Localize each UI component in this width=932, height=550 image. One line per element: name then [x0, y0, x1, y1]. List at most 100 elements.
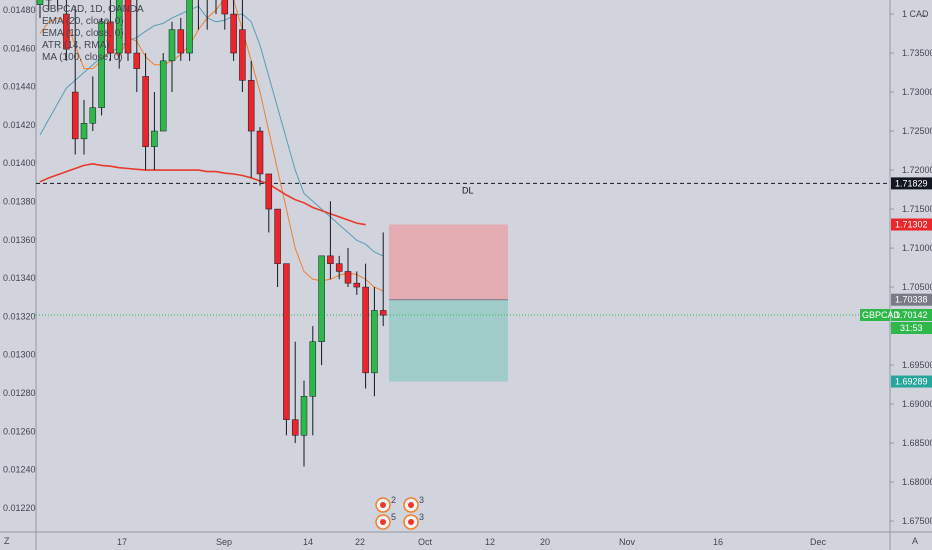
countdown-label: 31:53	[900, 323, 923, 333]
dl-price-tag-label: 1.71829	[895, 178, 928, 188]
candle-body	[247, 80, 255, 132]
candle-body	[283, 263, 290, 420]
time-axis-tick-label: 14	[303, 537, 313, 547]
time-axis-tick-label: 12	[485, 537, 495, 547]
entry-price-tag	[891, 293, 932, 306]
right-axis-tick-label: 1.71000	[902, 243, 932, 253]
candle-body	[71, 91, 79, 140]
event-flag-icon	[408, 519, 414, 525]
candle-body	[300, 396, 308, 436]
candle-body	[98, 21, 105, 108]
left-axis-tick-label: 0.01480	[3, 5, 36, 15]
right-axis-tick-label: 1 CAD	[902, 9, 929, 19]
right-axis-tick-label: 1.72000	[902, 165, 932, 175]
last-price-tag-label: 1.70142	[895, 310, 928, 320]
right-axis-tick-label: 1.72500	[902, 126, 932, 136]
candle-body	[335, 263, 343, 272]
time-axis-tick-label: 16	[713, 537, 723, 547]
left-axis-tick-label: 0.01340	[3, 273, 36, 283]
chart-legend: GBPCAD, 1D, OANDA EMA (20, close, 0) EMA…	[42, 4, 144, 64]
timezone-button[interactable]: Z	[4, 536, 10, 546]
countdown-tag	[891, 321, 932, 334]
left-axis-tick-label: 0.01420	[3, 120, 36, 130]
symbol-title: GBPCAD, 1D, OANDA	[42, 4, 144, 15]
symbol-tag-label: GBPCAD	[862, 310, 901, 320]
legend-ma100[interactable]: MA (100, close, 0)	[42, 52, 123, 63]
candle-body	[239, 29, 246, 81]
time-axis-tick-label: Nov	[619, 537, 636, 547]
time-axis-tick-label: 22	[355, 537, 365, 547]
left-axis-tick-label: 0.01300	[3, 350, 36, 360]
ma100-line	[39, 162, 366, 226]
take-profit-zone	[389, 299, 508, 382]
time-axis-tick-label: Sep	[216, 537, 232, 547]
left-axis-tick-label: 0.01320	[3, 311, 36, 321]
candle-body	[379, 310, 387, 316]
event-count-badge: 3	[419, 512, 424, 522]
candle-body	[63, 13, 70, 50]
candle-body	[221, 0, 229, 15]
candle-body	[133, 52, 141, 69]
right-axis-tick-label: 1.73000	[902, 87, 932, 97]
currency-settings-icon: ⌄	[920, 9, 928, 19]
candle-body	[256, 130, 264, 175]
event-flag-icon	[380, 502, 386, 508]
right-axis-tick-label: 1.70500	[902, 282, 932, 292]
candle-body	[177, 29, 185, 54]
candle-body	[362, 286, 369, 374]
candle-body	[344, 271, 352, 284]
event-count-badge: 3	[419, 495, 424, 505]
legend-atr[interactable]: ATR (14, RMA)	[42, 40, 110, 51]
legend-ema20[interactable]: EMA (20, close, 0)	[42, 16, 124, 27]
left-axis-tick-label: 0.01400	[3, 158, 36, 168]
right-axis-tick-label: 1.69500	[902, 360, 932, 370]
time-axis-tick-label: Oct	[418, 537, 433, 547]
candle-body	[115, 0, 123, 54]
left-axis-tick-label: 0.01440	[3, 82, 36, 92]
right-axis-tick-label: 1.71500	[902, 204, 932, 214]
candle-body	[151, 130, 158, 147]
candle-body	[327, 255, 334, 264]
time-axis-tick-label: 20	[540, 537, 550, 547]
candle-body	[142, 76, 149, 147]
target-price-tag-label: 1.69289	[895, 377, 928, 387]
last-price-tag	[891, 308, 932, 321]
stop-loss-zone	[389, 224, 508, 300]
candle-body	[107, 21, 114, 54]
left-axis-tick-label: 0.01260	[3, 426, 36, 436]
candle-body	[318, 255, 325, 342]
left-axis-tick-label: 0.01360	[3, 235, 36, 245]
event-count-badge: 5	[391, 512, 396, 522]
auto-scale-button[interactable]: A	[912, 536, 919, 546]
event-count-badge: 2	[391, 495, 396, 505]
left-axis-tick-label: 0.01280	[3, 388, 36, 398]
stop-price-tag	[891, 218, 932, 231]
left-axis-tick-label: 0.01460	[3, 43, 36, 53]
right-axis-tick-label: 1.68500	[902, 438, 932, 448]
right-axis-tick-label: 1.73500	[902, 48, 932, 58]
right-axis-tick-label: 1.68000	[902, 477, 932, 487]
candle-body	[89, 107, 97, 124]
candle-body	[186, 0, 193, 54]
right-axis-tick-label: 1.67500	[902, 516, 932, 526]
symbol-tag	[860, 308, 890, 321]
time-axis-tick-label: Dec	[810, 537, 827, 547]
legend-ema10[interactable]: EMA (10, close, 0)	[42, 28, 124, 39]
candle-body	[371, 310, 378, 374]
right-axis-tick-label: 1.69000	[902, 399, 932, 409]
dl-label: DL	[462, 185, 474, 195]
candle-body	[265, 173, 273, 210]
candle-body	[159, 60, 167, 132]
event-flag-icon	[408, 502, 414, 508]
candle-body	[230, 13, 237, 54]
candle-body	[291, 419, 299, 436]
candle-body	[274, 208, 281, 264]
dl-price-tag	[891, 177, 932, 190]
candle-body	[309, 341, 317, 397]
candle-body	[168, 29, 176, 62]
candle-body	[124, 0, 132, 54]
left-axis-tick-label: 0.01380	[3, 197, 36, 207]
ema20-line	[39, 5, 384, 257]
stop-price-tag-label: 1.71302	[895, 220, 928, 230]
